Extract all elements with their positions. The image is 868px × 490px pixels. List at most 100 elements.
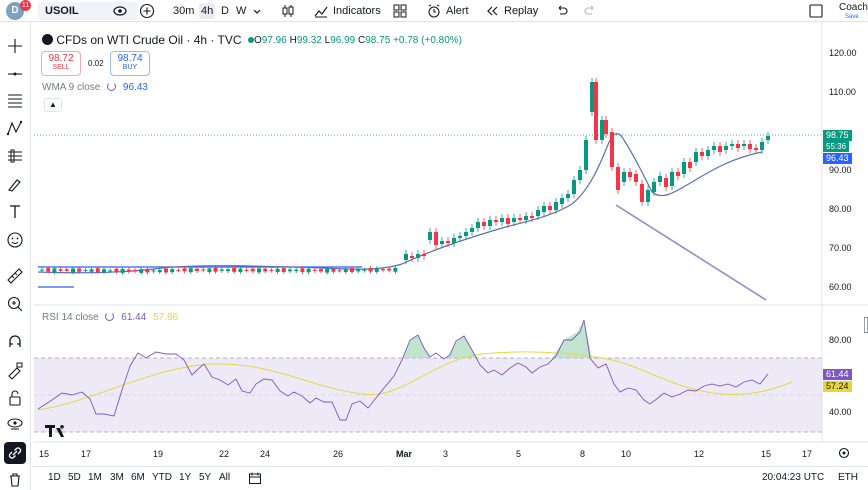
redo-icon[interactable] — [582, 3, 598, 19]
pattern-icon[interactable] — [5, 118, 25, 138]
ruler-icon[interactable] — [5, 266, 25, 286]
range-1y[interactable]: 1Y — [179, 472, 192, 483]
range-6m[interactable]: 6M — [131, 472, 145, 483]
candle-body — [512, 218, 516, 222]
candle-body — [664, 178, 668, 187]
utc-clock[interactable]: 20:04:23 UTC — [762, 472, 825, 483]
brush-icon[interactable] — [5, 174, 25, 194]
collapse-legend-button[interactable]: ▲ — [44, 98, 62, 112]
candle-body — [718, 146, 722, 152]
user-avatar[interactable]: D — [6, 2, 24, 20]
replay-icon[interactable] — [485, 3, 501, 19]
candle-body — [362, 269, 367, 271]
candle-body — [600, 120, 604, 140]
save-button[interactable]: Save — [845, 14, 859, 20]
session-toggle[interactable]: ETH — [838, 472, 858, 483]
candle-body — [410, 256, 414, 258]
rsi-legend[interactable]: RSI 14 close 61.44 57.86 — [42, 312, 178, 323]
candle-body — [434, 232, 438, 245]
interval-d[interactable]: D — [221, 5, 229, 17]
bar-countdown: 55:36 — [823, 141, 850, 152]
candle-body — [736, 144, 740, 148]
pane-resize-handle[interactable] — [864, 317, 868, 333]
range-3m[interactable]: 3M — [110, 472, 124, 483]
link-tool-active[interactable] — [4, 442, 26, 464]
top-toolbar: D 11 USOIL 30m 4h D W Indicators Alert R… — [0, 0, 868, 22]
trash-icon[interactable] — [5, 470, 25, 490]
fib-icon[interactable] — [5, 90, 25, 110]
indicators-button[interactable]: Indicators — [333, 5, 381, 17]
price-label: 80.00 — [829, 204, 852, 214]
chart-canvas[interactable] — [32, 22, 868, 466]
lock-icon[interactable] — [5, 388, 25, 408]
range-all[interactable]: All — [219, 472, 231, 483]
interval-4h[interactable]: 4h — [199, 3, 216, 19]
candle-body — [157, 269, 162, 273]
eye-icon[interactable] — [112, 3, 128, 19]
open-key: O — [254, 35, 262, 46]
low-key: L — [324, 35, 331, 46]
layouts-icon[interactable] — [392, 3, 408, 19]
candle-body — [343, 269, 348, 273]
undo-icon[interactable] — [554, 3, 570, 19]
candle-body — [393, 267, 398, 272]
price-label: 60.00 — [829, 282, 852, 292]
settings-gear-icon[interactable] — [837, 446, 851, 460]
rsi-overbought-fill-3 — [552, 320, 592, 358]
candle-body — [269, 269, 274, 271]
range-5y[interactable]: 5Y — [199, 472, 212, 483]
fullscreen-checkbox-icon[interactable] — [808, 3, 824, 19]
buy-button[interactable]: 98.74 BUY — [110, 51, 150, 76]
candle-body — [151, 270, 156, 272]
candle-body — [325, 268, 330, 273]
chevron-down-icon[interactable] — [252, 3, 262, 19]
sell-button[interactable]: 98.72 SELL — [41, 51, 81, 76]
candle-body — [188, 268, 193, 273]
emoji-icon[interactable] — [5, 230, 25, 250]
candle-body — [506, 218, 510, 224]
range-5d[interactable]: 5D — [68, 472, 81, 483]
interval-30m[interactable]: 30m — [173, 5, 195, 17]
drawn-trend-line[interactable] — [615, 204, 767, 301]
wma-legend[interactable]: WMA 9 close 96.43 — [42, 82, 148, 93]
magnet-icon[interactable] — [5, 332, 25, 352]
candle-body — [578, 170, 582, 180]
candle-body — [594, 82, 598, 140]
range-1m[interactable]: 1M — [88, 472, 102, 483]
range-1d[interactable]: 1D — [48, 472, 61, 483]
candle-body — [604, 120, 608, 134]
range-ytd[interactable]: YTD — [152, 472, 172, 483]
candle-body — [640, 184, 644, 202]
alert-button[interactable]: Alert — [446, 5, 469, 17]
candles-icon[interactable] — [280, 3, 296, 19]
coach-button[interactable]: Coach — [839, 2, 868, 13]
interval-w[interactable]: W — [236, 5, 247, 17]
close-key: C — [358, 35, 366, 46]
chart-area[interactable]: CFDs on WTI Crude Oil · 4h · TVC O97.96 … — [32, 22, 868, 490]
zoom-in-icon[interactable] — [5, 294, 25, 314]
candle-body — [263, 268, 268, 272]
symbol-legend[interactable]: CFDs on WTI Crude Oil · 4h · TVC — [42, 33, 254, 47]
projection-icon[interactable] — [5, 146, 25, 166]
candle-body — [108, 270, 113, 272]
candle-body — [488, 220, 492, 226]
indicators-icon[interactable] — [313, 3, 329, 19]
symbol-search[interactable]: USOIL — [38, 2, 138, 20]
add-symbol-icon[interactable] — [139, 3, 155, 19]
candle-body — [572, 180, 576, 194]
alert-clock-icon[interactable] — [426, 3, 442, 19]
crosshair-icon[interactable] — [5, 36, 25, 56]
candle-body — [77, 268, 82, 272]
candle-body — [257, 268, 261, 273]
text-icon[interactable] — [5, 202, 25, 222]
candle-body — [712, 146, 716, 150]
hide-icon[interactable] — [5, 414, 25, 434]
lock-drawing-icon[interactable] — [5, 360, 25, 380]
replay-button[interactable]: Replay — [504, 5, 539, 17]
trendline-icon[interactable] — [5, 64, 25, 84]
candle-body — [381, 269, 385, 271]
candle-body — [350, 268, 354, 272]
calendar-icon[interactable] — [248, 471, 262, 485]
candle-body — [428, 232, 432, 240]
rsi-ma-line — [37, 351, 793, 411]
